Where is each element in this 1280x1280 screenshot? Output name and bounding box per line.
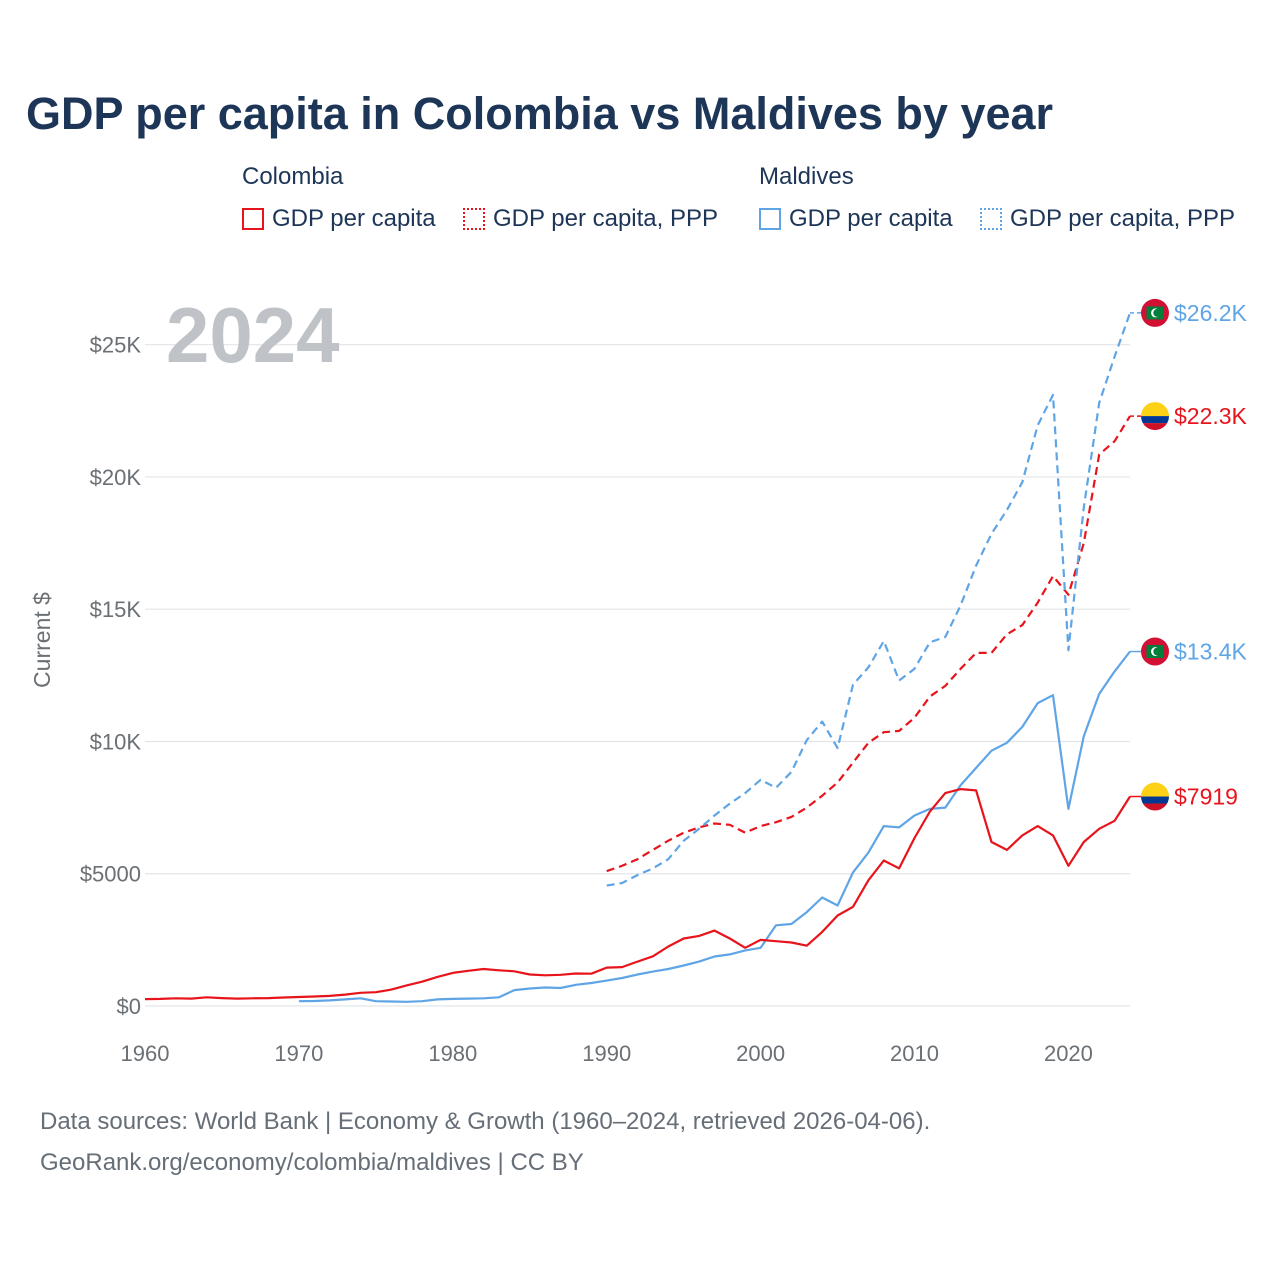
y-tick-label: $20K <box>90 465 142 490</box>
y-tick-label: $0 <box>117 994 141 1019</box>
maldives-flag-icon <box>1141 637 1169 666</box>
legend-swatch-dotted-red <box>463 208 485 230</box>
x-tick-label: 2020 <box>1044 1041 1093 1066</box>
legend-item-maldives-gdp[interactable]: GDP per capita <box>759 205 953 233</box>
y-tick-label: $5000 <box>80 862 141 887</box>
flag-stripe-blue <box>1141 416 1169 424</box>
x-tick-label: 1980 <box>428 1041 477 1066</box>
chart-title: GDP per capita in Colombia vs Maldives b… <box>26 88 1054 139</box>
series-end-label: $7919 <box>1174 784 1238 810</box>
x-tick-label: 2010 <box>890 1041 939 1066</box>
legend-item-colombia-gdp[interactable]: GDP per capita <box>242 205 436 233</box>
footer-credit: GeoRank.org/economy/colombia/maldives | … <box>40 1149 584 1176</box>
year-watermark: 2024 <box>166 291 340 379</box>
legend-group-colombia: Colombia <box>242 163 344 190</box>
series-end-label: $13.4K <box>1174 639 1248 665</box>
series-line <box>606 415 1131 873</box>
y-tick-label: $10K <box>90 729 142 754</box>
series-end-label: $22.3K <box>1174 403 1248 429</box>
legend-label: GDP per capita, PPP <box>1010 205 1235 232</box>
series-line <box>144 787 1131 1001</box>
flag-stripe-yellow <box>1141 402 1169 417</box>
flag-body <box>1141 782 1169 811</box>
legend-swatch-solid-red <box>242 208 264 230</box>
flag-crescent-inner <box>1153 647 1162 656</box>
flag-crescent-inner <box>1153 308 1162 317</box>
colombia-flag-icon <box>1141 402 1169 431</box>
x-tick-label: 1970 <box>274 1041 323 1066</box>
x-tick-label: 2000 <box>736 1041 785 1066</box>
flag-stripe-red <box>1141 803 1169 811</box>
footer-sources: Data sources: World Bank | Economy & Gro… <box>40 1108 931 1135</box>
gridlines <box>145 344 1130 1007</box>
series-end-label: $26.2K <box>1174 300 1248 326</box>
legend-label: GDP per capita <box>272 205 436 232</box>
series-line <box>298 650 1131 1003</box>
legend-item-colombia-gdp-ppp[interactable]: GDP per capita, PPP <box>463 205 718 233</box>
series-lines <box>144 312 1132 1003</box>
legend-label: GDP per capita <box>789 205 953 232</box>
legend-swatch-solid-blue <box>759 208 781 230</box>
legend-item-maldives-gdp-ppp[interactable]: GDP per capita, PPP <box>980 205 1235 233</box>
y-tick-label: $25K <box>90 333 142 358</box>
flag-stripe-red <box>1141 423 1169 431</box>
flag-body <box>1141 402 1169 431</box>
y-axis-ticks: $0 $5000 $10K $15K $20K $25K <box>80 333 142 1019</box>
maldives-flag-icon <box>1141 298 1169 327</box>
y-axis-title: Current $ <box>29 592 55 688</box>
legend-label: GDP per capita, PPP <box>493 205 718 232</box>
series-end-markers: $22.3K $26.2K $13.4K $7919 <box>1130 298 1248 811</box>
legend-swatch-dotted-blue <box>980 208 1002 230</box>
x-tick-label: 1960 <box>121 1041 170 1066</box>
x-tick-label: 1990 <box>582 1041 631 1066</box>
legend-group-maldives: Maldives <box>759 163 854 190</box>
series-line <box>606 312 1132 887</box>
x-axis-ticks: 1960 1970 1980 1990 2000 2010 2020 <box>121 1041 1093 1066</box>
colombia-flag-icon <box>1141 782 1169 811</box>
flag-stripe-yellow <box>1141 782 1169 797</box>
flag-stripe-blue <box>1141 796 1169 804</box>
y-tick-label: $15K <box>90 597 142 622</box>
